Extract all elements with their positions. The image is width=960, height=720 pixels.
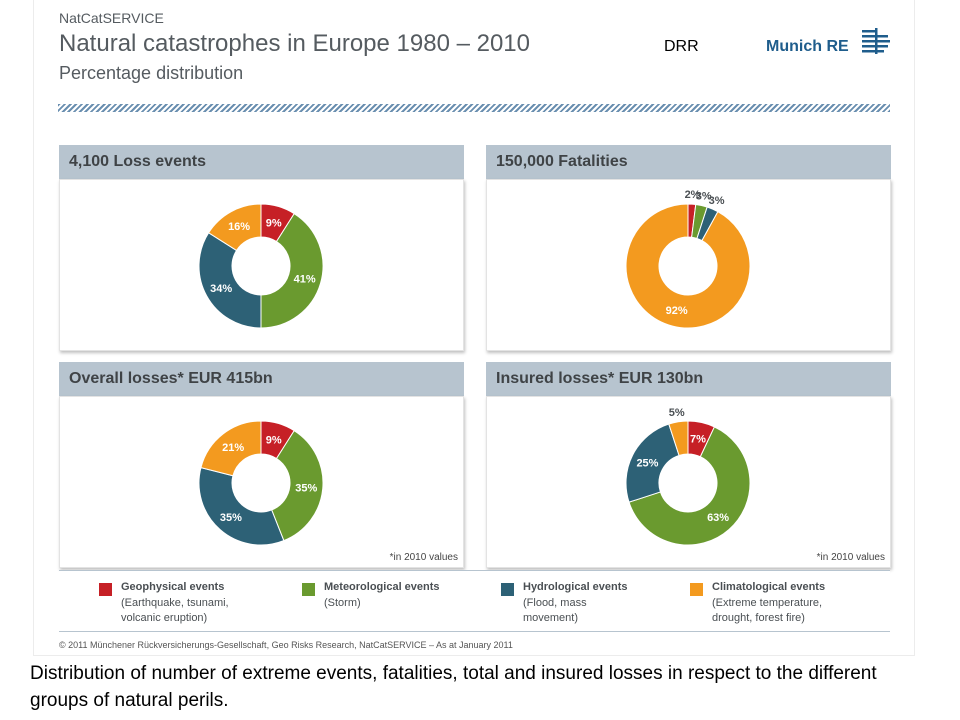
slice-label: 16% (228, 221, 250, 233)
slice-meteorological (271, 429, 324, 542)
legend-swatch-hydrological (501, 583, 514, 596)
copyright-note: © 2011 Münchener Rückversicherungs-Gesel… (59, 640, 513, 650)
panel-title: Overall losses* EUR 415bn (69, 370, 273, 387)
slice-hydrological (198, 466, 285, 546)
legend-label-meteorological: Meteorological events (324, 581, 440, 593)
page-subtitle: Percentage distribution (59, 63, 244, 83)
legend-desc-hydrological: (Flood, mass movement) (523, 597, 587, 624)
values-note: *in 2010 values (389, 552, 458, 563)
legend-swatch-climatological (690, 583, 703, 596)
values-note: *in 2010 values (816, 552, 885, 563)
slice-label: 92% (666, 305, 688, 317)
slide-caption: Distribution of number of extreme events… (30, 663, 877, 711)
fatalities-donut-chart: 2%3%3%92% (625, 189, 751, 329)
slice-label: 41% (294, 274, 316, 286)
slice-meteorological (628, 426, 751, 546)
munich-re-logo-text: Munich RE (766, 38, 849, 55)
legend-swatch-meteorological (302, 583, 315, 596)
panel-fatalities-header: 150,000 Fatalities (486, 145, 891, 179)
slice-label: 2% (685, 189, 701, 201)
slice-label: 63% (707, 512, 729, 524)
slice-label: 3% (709, 195, 725, 207)
slice-climatological (625, 203, 751, 329)
slice-label: 35% (295, 482, 317, 494)
slice-label: 5% (669, 407, 685, 419)
panel-title: 4,100 Loss events (69, 153, 206, 170)
legend-desc-meteorological: (Storm) (324, 597, 361, 609)
slice-label: 9% (266, 434, 282, 446)
insured-losses-donut-chart: 7% 63% 25% 5% (625, 407, 751, 546)
panel-insured-losses-body: 7% 63% 25% 5% *in 2010 values (486, 396, 891, 568)
slice-meteorological (260, 212, 324, 329)
legend-swatch-geophysical (99, 583, 112, 596)
header-hatch-divider (58, 104, 890, 112)
munich-re-logo-icon (862, 28, 890, 54)
legend: Geophysical events (Earthquake, tsunami,… (59, 570, 890, 632)
panel-fatalities-body: 2% 3% 3% 92% (486, 179, 891, 351)
slice-label: 34% (210, 283, 232, 295)
page-title: Natural catastrophes in Europe 1980 – 20… (59, 30, 530, 57)
slice-hydrological (198, 232, 262, 329)
slice-label: 3% (696, 191, 712, 203)
slice-label: 7% (690, 434, 706, 446)
slice-climatological (207, 203, 262, 252)
legend-label-climatological: Climatological events (712, 581, 826, 593)
panel-overall-losses-body: 9% 35% 35% 21% *in 2010 values (59, 396, 464, 568)
legend-desc-geophysical: (Earthquake, tsunami, volcanic eruption) (121, 597, 229, 624)
slice-climatological (200, 420, 262, 477)
slice-label: 25% (636, 457, 658, 469)
slice-label: 9% (266, 217, 282, 229)
slice-label: 21% (222, 442, 244, 454)
legend-label-hydrological: Hydrological events (523, 581, 628, 593)
drr-tag: DRR (664, 38, 699, 55)
panel-insured-losses-header: Insured losses* EUR 130bn (486, 362, 891, 396)
overall-losses-donut-chart: 9% 35% 35% 21% (198, 420, 324, 546)
legend-desc-climatological: (Extreme temperature, drought, forest fi… (712, 597, 823, 624)
slice-label: 35% (220, 512, 242, 524)
service-name: NatCatSERVICE (59, 10, 164, 26)
panel-title: Insured losses* EUR 130bn (496, 370, 704, 387)
panel-loss-events-header: 4,100 Loss events (59, 145, 464, 179)
panel-loss-events-body: 9% 41% 34% 16% (59, 179, 464, 351)
slice-climatological (668, 420, 689, 457)
panel-title: 150,000 Fatalities (496, 153, 628, 170)
legend-label-geophysical: Geophysical events (121, 581, 225, 593)
panel-overall-losses-header: Overall losses* EUR 415bn (59, 362, 464, 396)
loss-events-donut-chart: 9% 41% 34% 16% (198, 203, 324, 329)
